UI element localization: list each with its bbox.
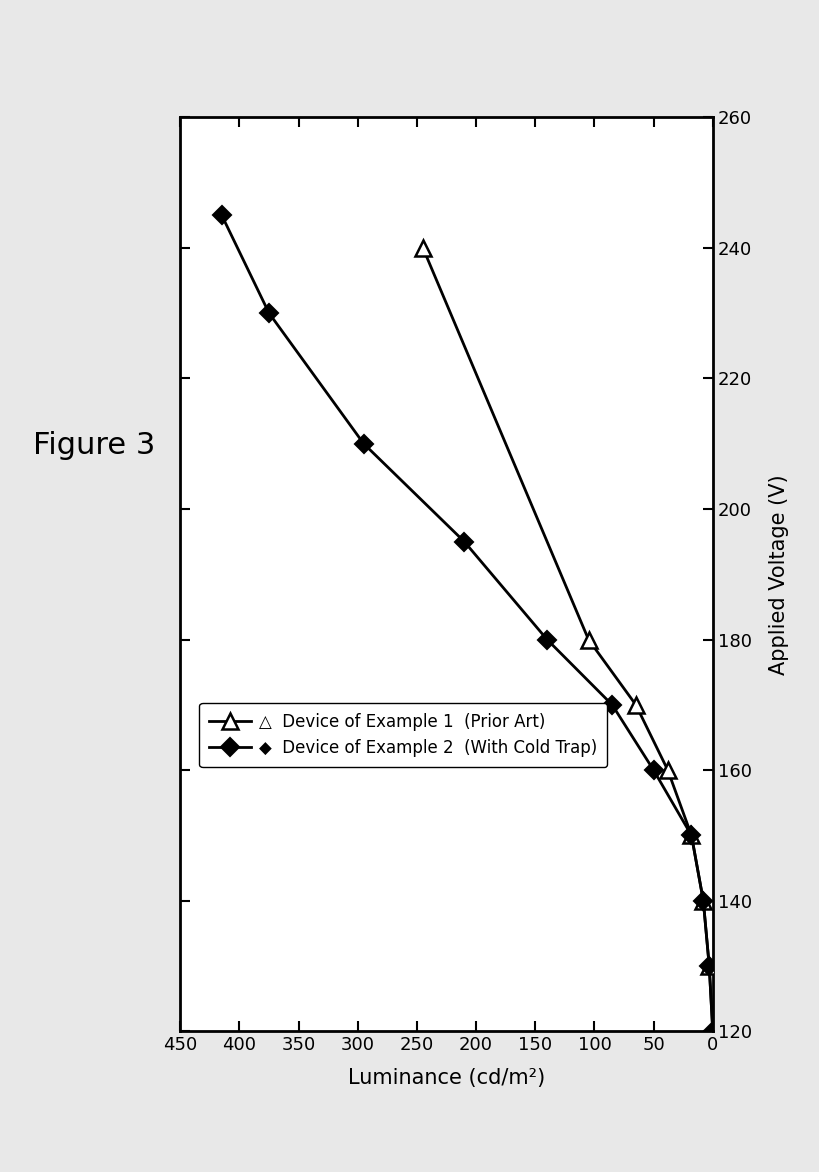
◆  Device of Example 2  (With Cold Trap) [686, 829, 696, 843]
Text: Figure 3: Figure 3 [33, 431, 155, 459]
△  Device of Example 1  (Prior Art) [698, 894, 708, 908]
△  Device of Example 1  (Prior Art) [583, 633, 593, 647]
Y-axis label: Applied Voltage (V): Applied Voltage (V) [768, 473, 788, 675]
△  Device of Example 1  (Prior Art) [704, 959, 714, 973]
△  Device of Example 1  (Prior Art) [631, 697, 640, 711]
◆  Device of Example 2  (With Cold Trap) [607, 697, 617, 711]
△  Device of Example 1  (Prior Art) [418, 240, 428, 254]
Line: △  Device of Example 1  (Prior Art): △ Device of Example 1 (Prior Art) [414, 239, 721, 1040]
◆  Device of Example 2  (With Cold Trap) [704, 959, 714, 973]
◆  Device of Example 2  (With Cold Trap) [264, 306, 274, 320]
◆  Device of Example 2  (With Cold Trap) [217, 209, 227, 223]
Line: ◆  Device of Example 2  (With Cold Trap): ◆ Device of Example 2 (With Cold Trap) [215, 209, 719, 1037]
X-axis label: Luminance (cd/m²): Luminance (cd/m²) [348, 1068, 545, 1088]
◆  Device of Example 2  (With Cold Trap) [459, 534, 469, 548]
△  Device of Example 1  (Prior Art) [708, 1024, 717, 1038]
◆  Device of Example 2  (With Cold Trap) [698, 894, 708, 908]
◆  Device of Example 2  (With Cold Trap) [359, 437, 369, 451]
◆  Device of Example 2  (With Cold Trap) [542, 633, 552, 647]
◆  Device of Example 2  (With Cold Trap) [708, 1024, 717, 1038]
△  Device of Example 1  (Prior Art) [663, 763, 672, 777]
Legend: △  Device of Example 1  (Prior Art), ◆  Device of Example 2  (With Cold Trap): △ Device of Example 1 (Prior Art), ◆ Dev… [199, 703, 607, 766]
◆  Device of Example 2  (With Cold Trap) [649, 763, 658, 777]
△  Device of Example 1  (Prior Art) [686, 829, 696, 843]
